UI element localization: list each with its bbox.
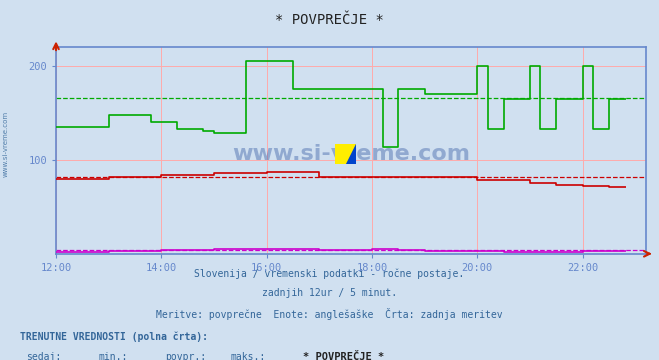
Text: * POVPREČJE *: * POVPREČJE * — [303, 352, 384, 360]
Text: zadnjih 12ur / 5 minut.: zadnjih 12ur / 5 minut. — [262, 288, 397, 298]
Text: sedaj:: sedaj: — [26, 352, 61, 360]
Text: www.si-vreme.com: www.si-vreme.com — [232, 144, 470, 165]
Text: povpr.:: povpr.: — [165, 352, 206, 360]
Text: min.:: min.: — [99, 352, 129, 360]
Text: TRENUTNE VREDNOSTI (polna črta):: TRENUTNE VREDNOSTI (polna črta): — [20, 331, 208, 342]
Text: * POVPREČJE *: * POVPREČJE * — [275, 13, 384, 27]
Text: Meritve: povprečne  Enote: anglešaške  Črta: zadnja meritev: Meritve: povprečne Enote: anglešaške Črt… — [156, 308, 503, 320]
Text: Slovenija / vremenski podatki - ročne postaje.: Slovenija / vremenski podatki - ročne po… — [194, 268, 465, 279]
Text: maks.:: maks.: — [231, 352, 266, 360]
Polygon shape — [346, 144, 357, 165]
Text: www.si-vreme.com: www.si-vreme.com — [2, 111, 9, 177]
